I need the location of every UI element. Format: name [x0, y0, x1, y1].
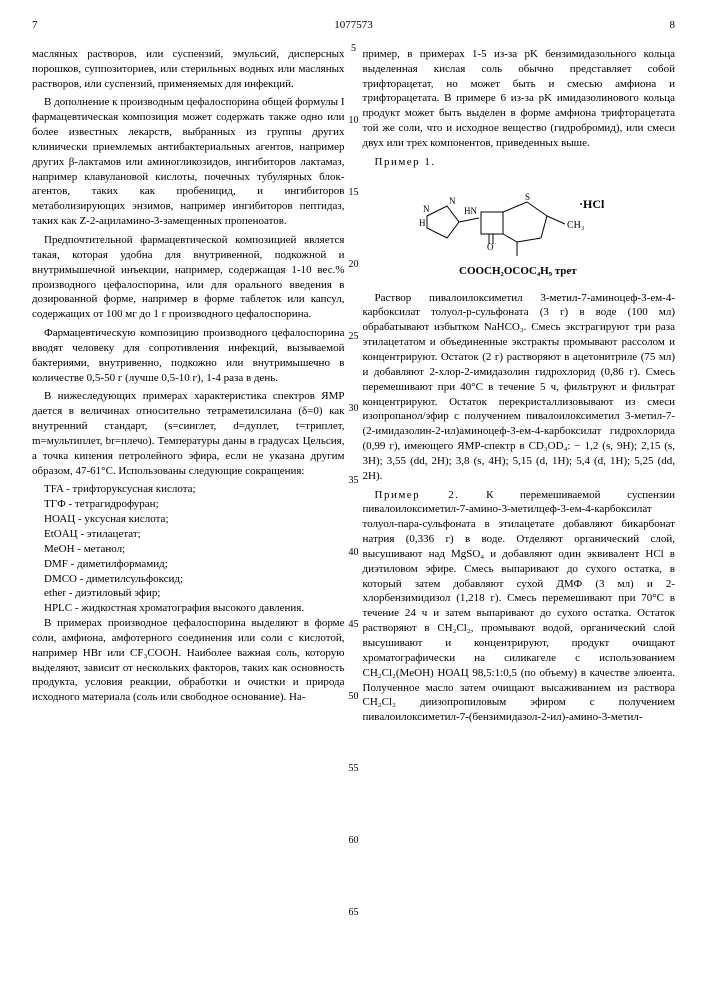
molecule-svg: N N H HN S O	[409, 178, 629, 283]
paragraph: Раствор пивалоилоксиметил 3-метил-7-амин…	[363, 291, 676, 484]
svg-text:CH₃: CH₃	[567, 220, 584, 231]
right-column: пример, в примерах 1-5 из-за pK бензимид…	[363, 47, 676, 729]
page-header: 7 1077573 8	[32, 18, 675, 33]
line-num: 15	[349, 188, 359, 198]
example-2-label: Пример 2.	[375, 489, 460, 501]
paragraph: масляных растворов, или суспензий, эмуль…	[32, 47, 345, 92]
line-number-gutter: 5 10 15 20 25 30 35 40 45 50 55 60 65	[349, 44, 359, 918]
paragraph: Предпочтительной фармацевтической композ…	[32, 233, 345, 322]
page-number-right: 8	[670, 18, 676, 33]
doc-number: 1077573	[334, 18, 373, 33]
line-num: 25	[349, 332, 359, 342]
line-num: 20	[349, 260, 359, 270]
paragraph: В дополнение к производным цефалоспорина…	[32, 95, 345, 229]
svg-text:·HCl: ·HCl	[579, 197, 605, 211]
abbreviation: EtOAЦ - этилацетат;	[32, 527, 345, 542]
paragraph: Фармацевтическую композицию производного…	[32, 326, 345, 385]
left-column: масляных растворов, или суспензий, эмуль…	[32, 47, 345, 729]
abbreviation: DMCO - диметилсульфоксид;	[32, 572, 345, 587]
line-num: 40	[349, 548, 359, 558]
line-num: 45	[349, 620, 359, 630]
line-num: 30	[349, 404, 359, 414]
svg-text:N: N	[449, 196, 456, 206]
abbreviation: MeOH - метанол;	[32, 542, 345, 557]
paragraph-text: К перемешиваемой суспензии пивалоилоксим…	[363, 489, 676, 724]
line-num: 65	[349, 908, 359, 918]
abbreviation: НОАЦ - уксусная кислота;	[32, 512, 345, 527]
line-num: 55	[349, 764, 359, 774]
svg-text:N: N	[423, 204, 430, 214]
line-num: 60	[349, 836, 359, 846]
example-1-label: Пример 1.	[375, 156, 436, 168]
line-num: 5	[349, 44, 359, 54]
example-label: Пример 1.	[363, 155, 676, 170]
abbreviation: ether - диэтиловый эфир;	[32, 586, 345, 601]
paragraph: пример, в примерах 1-5 из-за pK бензимид…	[363, 47, 676, 151]
line-num: 35	[349, 476, 359, 486]
abbreviation: ТГФ - тетрагидрофуран;	[32, 497, 345, 512]
chemical-structure-diagram: N N H HN S O	[363, 178, 676, 283]
paragraph: Пример 2. К перемешиваемой суспензии пив…	[363, 488, 676, 726]
line-num: 10	[349, 116, 359, 126]
svg-text:S: S	[525, 192, 530, 202]
paragraph: В нижеследующих примерах характеристика …	[32, 389, 345, 478]
line-num: 50	[349, 692, 359, 702]
page-number-left: 7	[32, 18, 38, 33]
formula-subscript: COOCH₂OCOC₄H₉ трет	[459, 265, 577, 277]
abbreviation: HPLC - жидкостная хроматография высокого…	[32, 601, 345, 616]
abbreviation: DMF - диметилформамид;	[32, 557, 345, 572]
paragraph: В примерах производное цефалоспорина выд…	[32, 616, 345, 705]
abbreviation: TFA - трифторуксусная кислота;	[32, 482, 345, 497]
svg-text:H: H	[419, 218, 426, 228]
svg-text:HN: HN	[464, 206, 477, 216]
